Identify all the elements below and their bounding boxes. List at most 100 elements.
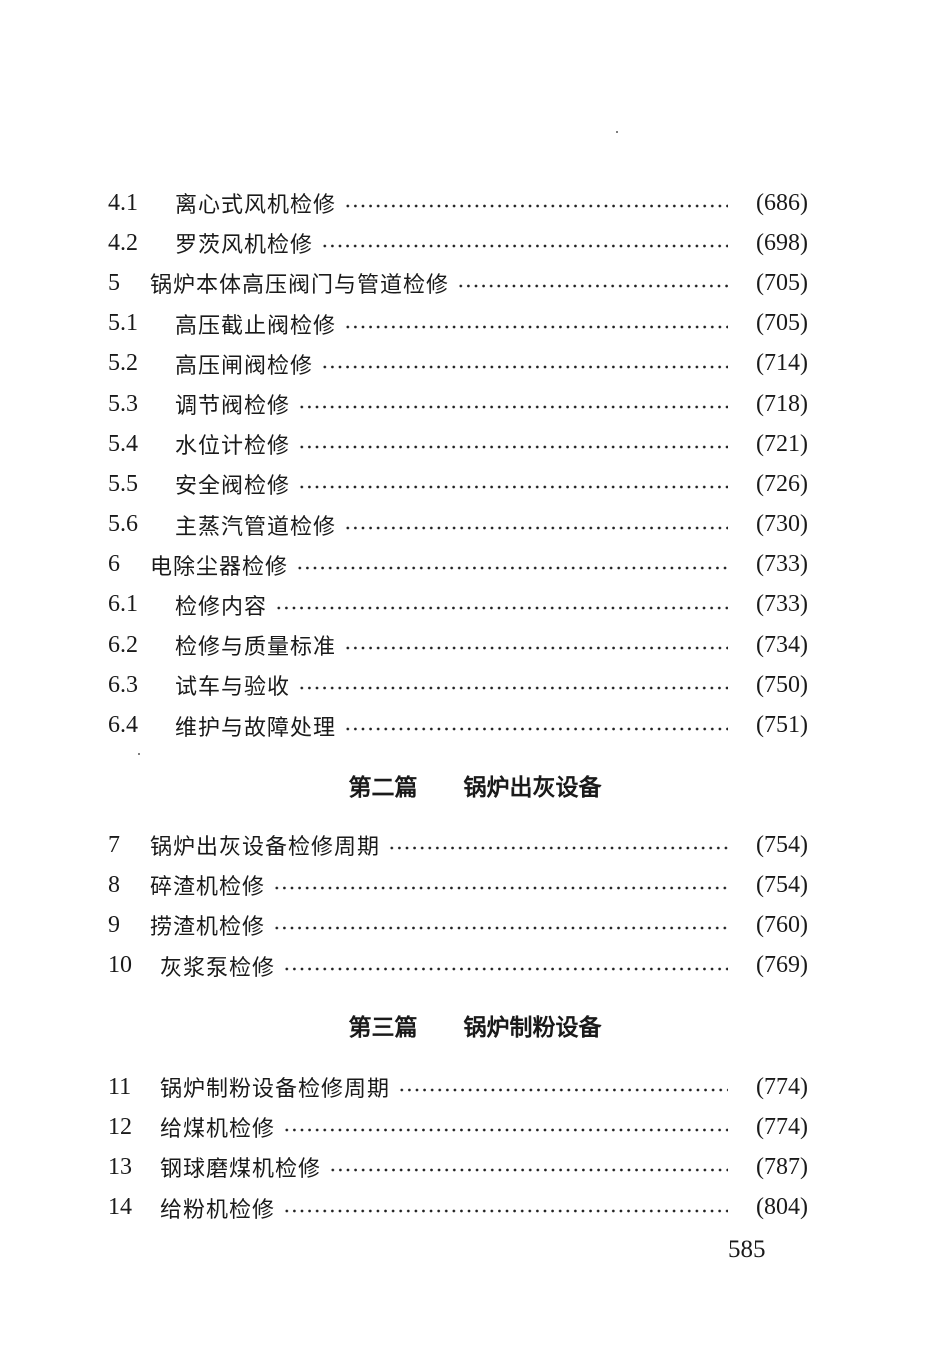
toc-entry[interactable]: 6 电除尘器检修 (733) — [108, 545, 808, 585]
toc-entry[interactable]: 5 锅炉本体高压阀门与管道检修 (705) — [108, 263, 808, 303]
toc-entry[interactable]: 6.2 检修与质量标准 (734) — [108, 625, 808, 665]
entry-number: 5.5 — [108, 470, 138, 497]
entry-title: 给煤机检修 — [160, 1117, 276, 1143]
toc-section-2: 7 锅炉出灰设备检修周期 (754) 8 碎渣机检修 (754) 9 捞渣机检修 (760) 10… — [108, 825, 808, 986]
entry-title: 高压截止阀检修 — [175, 313, 337, 339]
toc-entry[interactable]: 12 给煤机检修 (774) — [108, 1107, 808, 1147]
entry-title: 维护与故障处理 — [175, 715, 337, 741]
toc-entry[interactable]: 6.3 试车与验收 (750) — [108, 665, 808, 705]
entry-title: 给粉机检修 — [160, 1197, 276, 1223]
toc-entry[interactable]: 5.4 水位计检修 (721) — [108, 424, 808, 464]
toc-entry[interactable]: 4.2 罗茨风机检修 (698) — [108, 223, 808, 263]
entry-number: 13 — [108, 1153, 132, 1180]
leader-dots — [273, 883, 728, 894]
entry-page: (774) — [756, 1113, 808, 1140]
toc-entry[interactable]: 14 给粉机检修 (804) — [108, 1188, 808, 1228]
part-label: 第三篇 — [348, 1015, 418, 1041]
leader-dots — [398, 1085, 728, 1096]
entry-page: (751) — [756, 712, 808, 739]
leader-dots — [321, 361, 728, 372]
toc-entry[interactable]: 4.1 离心式风机检修 (686) — [108, 183, 808, 223]
leader-dots — [296, 562, 728, 573]
entry-number: 5.1 — [108, 310, 138, 337]
scan-speck — [616, 131, 618, 133]
entry-number: 5.4 — [108, 430, 138, 457]
leader-dots — [457, 281, 728, 292]
leader-dots — [283, 1125, 728, 1136]
entry-title: 电除尘器检修 — [150, 554, 289, 580]
entry-page: (705) — [756, 269, 808, 296]
leader-dots — [321, 241, 728, 252]
entry-number: 12 — [108, 1113, 132, 1140]
entry-page: (787) — [756, 1153, 808, 1180]
entry-title: 检修与质量标准 — [175, 635, 337, 661]
toc-entry[interactable]: 6.1 检修内容 (733) — [108, 585, 808, 625]
entry-number: 5 — [108, 269, 120, 296]
leader-dots — [298, 683, 728, 694]
entry-page: (726) — [756, 470, 808, 497]
toc-entry[interactable]: 5.1 高压截止阀检修 (705) — [108, 304, 808, 344]
entry-page: (734) — [756, 631, 808, 658]
entry-number: 7 — [108, 831, 120, 858]
entry-title: 碎渣机检修 — [150, 875, 266, 901]
toc-entry[interactable]: 10 灰浆泵检修 (769) — [108, 946, 808, 986]
entry-number: 5.6 — [108, 511, 138, 538]
page-number: 585 — [728, 1236, 766, 1263]
entry-title: 锅炉出灰设备检修周期 — [150, 835, 381, 861]
entry-number: 5.3 — [108, 390, 138, 417]
leader-dots — [329, 1165, 728, 1176]
leader-dots — [388, 843, 728, 854]
part-heading-3: 第三篇 锅炉制粉设备 — [0, 1008, 950, 1042]
leader-dots — [273, 923, 728, 934]
toc-section-1: 4.1 离心式风机检修 (686) 4.2 罗茨风机检修 (698) 5 锅炉本体高压阀门与管… — [108, 183, 808, 746]
leader-dots — [344, 522, 728, 533]
entry-title: 检修内容 — [175, 594, 268, 620]
leader-dots — [344, 201, 728, 212]
leader-dots — [344, 723, 728, 734]
toc-entry[interactable]: 5.5 安全阀检修 (726) — [108, 464, 808, 504]
entry-title: 试车与验收 — [175, 675, 291, 701]
entry-title: 钢球磨煤机检修 — [160, 1157, 322, 1183]
entry-number: 6.1 — [108, 591, 138, 618]
part-label: 第二篇 — [348, 775, 418, 801]
toc-section-3: 11 锅炉制粉设备检修周期 (774) 12 给煤机检修 (774) 13 钢球磨煤机检修 (7… — [108, 1067, 808, 1228]
entry-page: (733) — [756, 551, 808, 578]
entry-page: (698) — [756, 229, 808, 256]
toc-entry[interactable]: 5.3 调节阀检修 (718) — [108, 384, 808, 424]
scan-speck — [138, 753, 140, 755]
entry-title: 水位计检修 — [175, 434, 291, 460]
entry-number: 14 — [108, 1194, 132, 1221]
entry-page: (754) — [756, 871, 808, 898]
entry-page: (754) — [756, 831, 808, 858]
entry-page: (730) — [756, 511, 808, 538]
leader-dots — [283, 963, 728, 974]
toc-entry[interactable]: 9 捞渣机检修 (760) — [108, 905, 808, 945]
entry-page: (705) — [756, 310, 808, 337]
toc-entry[interactable]: 5.2 高压闸阀检修 (714) — [108, 344, 808, 384]
entry-page: (804) — [756, 1194, 808, 1221]
part-heading-2: 第二篇 锅炉出灰设备 — [0, 768, 950, 802]
toc-entry[interactable]: 7 锅炉出灰设备检修周期 (754) — [108, 825, 808, 865]
entry-page: (769) — [756, 952, 808, 979]
entry-title: 安全阀检修 — [175, 474, 291, 500]
entry-page: (774) — [756, 1073, 808, 1100]
entry-title: 锅炉本体高压阀门与管道检修 — [150, 273, 450, 299]
entry-number: 4.2 — [108, 229, 138, 256]
entry-title: 高压闸阀检修 — [175, 353, 314, 379]
toc-entry[interactable]: 13 钢球磨煤机检修 (787) — [108, 1147, 808, 1187]
entry-number: 4.1 — [108, 189, 138, 216]
toc-entry[interactable]: 8 碎渣机检修 (754) — [108, 865, 808, 905]
entry-number: 6 — [108, 551, 120, 578]
leader-dots — [283, 1205, 728, 1216]
entry-number: 9 — [108, 911, 120, 938]
entry-number: 6.4 — [108, 712, 138, 739]
entry-page: (760) — [756, 911, 808, 938]
toc-entry[interactable]: 6.4 维护与故障处理 (751) — [108, 705, 808, 745]
entry-page: (714) — [756, 350, 808, 377]
leader-dots — [344, 643, 728, 654]
toc-entry[interactable]: 11 锅炉制粉设备检修周期 (774) — [108, 1067, 808, 1107]
part-title: 锅炉制粉设备 — [463, 1015, 602, 1041]
toc-entry[interactable]: 5.6 主蒸汽管道检修 (730) — [108, 505, 808, 545]
entry-number: 6.3 — [108, 671, 138, 698]
entry-page: (750) — [756, 671, 808, 698]
